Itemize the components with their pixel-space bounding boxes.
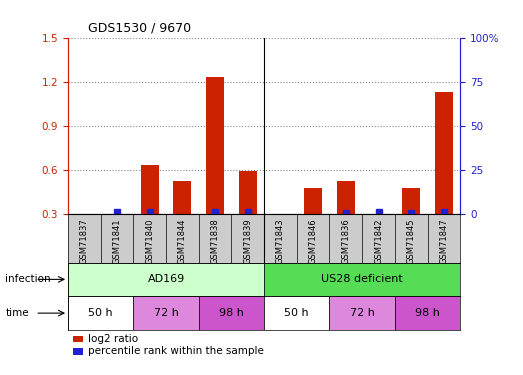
Text: GSM71845: GSM71845 xyxy=(407,219,416,264)
Bar xyxy=(133,296,199,330)
Bar xyxy=(264,262,460,296)
Text: GSM71837: GSM71837 xyxy=(80,219,89,264)
Bar xyxy=(199,296,264,330)
Text: 50 h: 50 h xyxy=(88,308,113,318)
Text: 98 h: 98 h xyxy=(415,308,440,318)
Text: US28 deficient: US28 deficient xyxy=(321,274,403,284)
Bar xyxy=(239,171,257,214)
Text: GSM71846: GSM71846 xyxy=(309,219,317,264)
Text: 72 h: 72 h xyxy=(154,308,178,318)
Text: GSM71836: GSM71836 xyxy=(342,219,350,264)
Text: percentile rank within the sample: percentile rank within the sample xyxy=(88,346,264,356)
Text: GDS1530 / 9670: GDS1530 / 9670 xyxy=(88,22,191,35)
Text: 50 h: 50 h xyxy=(285,308,309,318)
Text: GSM71847: GSM71847 xyxy=(439,219,448,264)
Text: time: time xyxy=(5,308,29,318)
Bar xyxy=(264,296,329,330)
Bar xyxy=(402,188,420,214)
Bar xyxy=(337,182,355,214)
Bar xyxy=(68,262,264,296)
Text: GSM71841: GSM71841 xyxy=(112,219,121,264)
Bar xyxy=(68,296,133,330)
Text: 72 h: 72 h xyxy=(350,308,374,318)
Text: GSM71840: GSM71840 xyxy=(145,219,154,264)
Bar xyxy=(174,182,191,214)
Bar xyxy=(206,77,224,214)
Text: AD169: AD169 xyxy=(147,274,185,284)
Text: 98 h: 98 h xyxy=(219,308,244,318)
Text: infection: infection xyxy=(5,274,51,284)
Bar xyxy=(141,165,158,214)
Text: GSM71839: GSM71839 xyxy=(243,219,252,264)
Text: GSM71838: GSM71838 xyxy=(211,219,220,264)
Text: log2 ratio: log2 ratio xyxy=(88,334,138,344)
Bar xyxy=(435,92,453,214)
Bar xyxy=(395,296,460,330)
Bar xyxy=(329,296,395,330)
Bar xyxy=(304,188,322,214)
Text: GSM71842: GSM71842 xyxy=(374,219,383,264)
Text: GSM71844: GSM71844 xyxy=(178,219,187,264)
Text: GSM71843: GSM71843 xyxy=(276,219,285,264)
